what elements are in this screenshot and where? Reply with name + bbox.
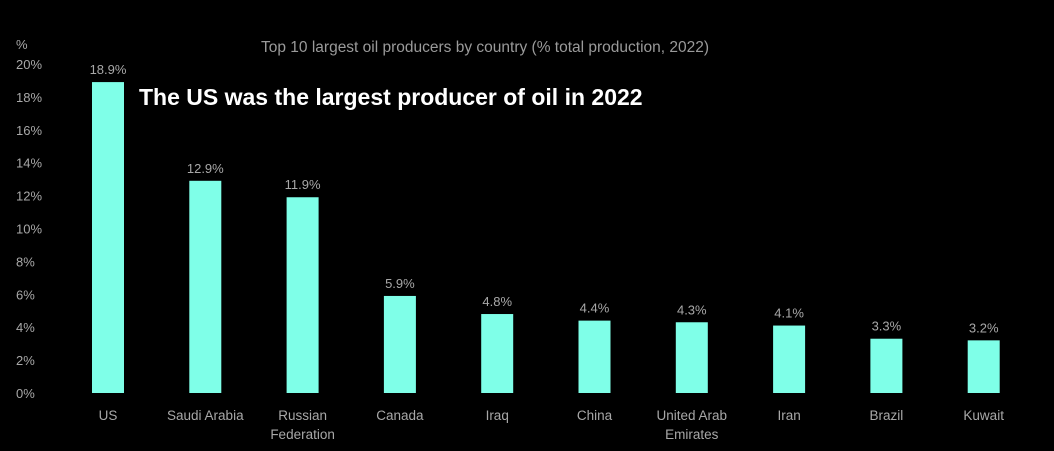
bar [481, 314, 514, 393]
bar-data-label: 5.9% [385, 276, 415, 291]
y-tick-label: 18% [16, 90, 42, 105]
bar [578, 320, 611, 393]
bar [383, 295, 416, 393]
data-labels: 18.9% 12.9% 11.9% 5.9% 4.8% 4.4% 4.3% 4.1% 3.3% 3… [90, 62, 999, 335]
y-tick-label: 10% [16, 222, 42, 237]
x-tick-label: United Arab Emirates [657, 408, 728, 442]
y-axis: 0% 2% 4% 6% 8% 10% 12% 14% 16% 18% 20% [16, 57, 42, 401]
bar-data-label: 4.8% [482, 294, 512, 309]
x-tick-label: Iraq [486, 408, 509, 423]
y-tick-label: 12% [16, 189, 42, 204]
bar-data-label: 4.4% [580, 301, 610, 316]
bar-data-label: 4.3% [677, 302, 707, 317]
y-tick-label: 2% [16, 353, 35, 368]
x-tick-label: Canada [376, 408, 424, 423]
bar-series [92, 82, 1000, 393]
bar [773, 325, 806, 393]
y-tick-label: 14% [16, 156, 42, 171]
x-tick-label: Kuwait [963, 408, 1004, 423]
x-tick-label: Saudi Arabia [167, 408, 244, 423]
bar [189, 180, 222, 393]
headline-annotation: The US was the largest producer of oil i… [139, 84, 643, 110]
x-tick-label: Russian Federation [270, 408, 335, 442]
bar-data-label: 3.3% [872, 319, 902, 334]
chart-title: Top 10 largest oil producers by country … [261, 39, 710, 56]
bar [675, 322, 708, 393]
x-tick-label: Brazil [870, 408, 904, 423]
bar-data-label: 11.9% [285, 177, 321, 192]
y-tick-label: 4% [16, 320, 35, 335]
bar-data-label: 18.9% [90, 62, 127, 77]
y-tick-label: 16% [16, 123, 42, 138]
bar-data-label: 3.2% [969, 320, 999, 335]
y-axis-unit-label: % [16, 37, 28, 52]
y-tick-label: 20% [16, 57, 42, 72]
y-tick-label: 8% [16, 254, 35, 269]
bar-data-label: 4.1% [774, 306, 804, 321]
x-tick-label: Iran [777, 408, 800, 423]
y-tick-label: 0% [16, 386, 35, 401]
bar [870, 338, 903, 393]
bar [92, 82, 124, 393]
y-tick-label: 6% [16, 287, 35, 302]
x-axis: US Saudi Arabia Russian Federation Canada Ira… [99, 408, 1005, 442]
x-tick-label: US [99, 408, 118, 423]
bar [967, 340, 1000, 393]
bar-data-label: 12.9% [187, 161, 224, 176]
bar [286, 197, 319, 393]
x-tick-label: China [577, 408, 613, 423]
